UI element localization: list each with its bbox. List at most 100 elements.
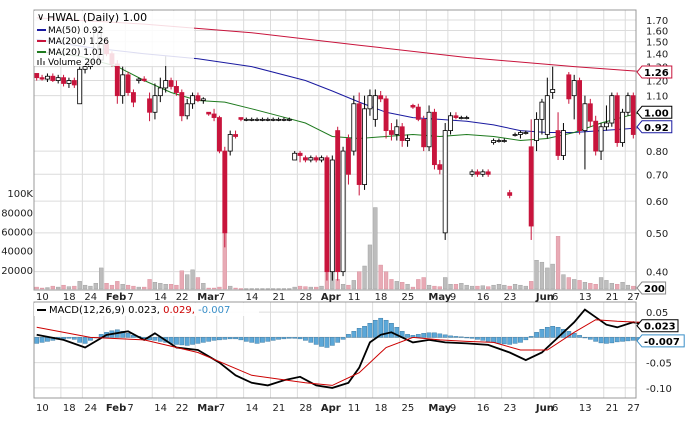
x-tick-label-top: Jun [535, 292, 554, 303]
macd-histogram-bar [217, 337, 222, 341]
macd-histogram-bar [432, 332, 437, 338]
candle-body [168, 80, 174, 87]
candle-body [335, 130, 341, 273]
macd-legend-hist-value: -0.007 [198, 305, 230, 316]
volume-bar [260, 288, 265, 290]
candle-body [582, 103, 588, 131]
candle-body [491, 140, 497, 143]
x-tick-label-top: 28 [299, 292, 312, 303]
candle-body [206, 111, 212, 115]
price-tick-label: 0.80 [646, 147, 668, 158]
ma20-legend-label: MA(20) 1.01 [48, 48, 103, 58]
volume-last-tag-text: 200 [644, 284, 665, 295]
price-tick-label: 1.40 [646, 50, 668, 61]
volume-bar [443, 277, 448, 290]
macd-histogram-bar [351, 331, 357, 338]
volume-bar [448, 284, 453, 290]
volume-bar [211, 287, 217, 290]
volume-bar [109, 284, 115, 290]
macd-histogram-bar [523, 337, 529, 341]
volume-bar [238, 288, 244, 290]
macd-legend-signal-value: 0.029, [163, 305, 195, 316]
price-tick-label: 0.40 [646, 268, 668, 279]
macd-histogram-bar [71, 337, 77, 340]
candle-body [437, 164, 443, 170]
candle-body [173, 86, 179, 93]
volume-bar [56, 286, 61, 290]
price-tick-label: 1.20 [646, 77, 668, 88]
candle-body [399, 126, 405, 141]
candle-body [528, 146, 534, 227]
x-tick-label-top: 22 [176, 292, 189, 303]
candle-body [141, 78, 147, 81]
candle-body [555, 130, 561, 156]
macd-histogram-bar [383, 319, 389, 338]
macd-last-tag: 0.023 [636, 319, 679, 333]
volume-bar [405, 284, 410, 290]
macd-histogram-bar [582, 337, 588, 339]
x-tick-label-top: 27 [627, 292, 640, 303]
candle-body [571, 80, 577, 97]
macd-histogram-bar [195, 337, 201, 344]
x-tick-label-bottom: 27 [627, 403, 640, 414]
candle-body [625, 95, 631, 113]
macd-histogram-bar [356, 328, 362, 338]
volume-bar [228, 285, 233, 290]
volume-bar [453, 284, 459, 290]
macd-histogram-bar [464, 337, 470, 339]
volume-bar [217, 286, 222, 290]
volume-bar [276, 288, 281, 290]
macd-histogram-bar [308, 337, 314, 343]
price-tick-label: 1.10 [646, 92, 668, 103]
candle-body [566, 74, 572, 100]
volume-bar [534, 260, 539, 290]
volume-bar [512, 284, 518, 290]
candle-body [163, 80, 169, 89]
volume-bar [496, 284, 502, 290]
candle-body [614, 95, 620, 143]
volume-bar [486, 286, 491, 290]
x-tick-label-top: 23 [504, 292, 517, 303]
macd-histogram-bar [233, 337, 238, 340]
price-panel-frame [33, 9, 637, 291]
x-tick-label-bottom: 11 [348, 403, 361, 414]
volume-bar [507, 285, 512, 290]
macd-histogram-bar [426, 332, 432, 338]
candle-body [233, 134, 239, 137]
x-tick-label-bottom: 25 [402, 403, 415, 414]
macd-histogram-bar [281, 337, 287, 340]
candle-body [523, 132, 529, 134]
x-tick-label-top: 21 [606, 292, 619, 303]
macd-histogram-bar [303, 337, 308, 341]
volume-bar [389, 279, 394, 290]
volume-bar [383, 271, 389, 290]
macd-last-tag-text: 0.023 [644, 322, 676, 333]
x-tick-label-bottom: 7 [219, 403, 225, 414]
macd-histogram-bar [598, 337, 604, 344]
x-tick-label-bottom: 13 [579, 403, 592, 414]
volume-bar [297, 285, 303, 290]
candle-body [539, 101, 545, 120]
macd-histogram-bar [206, 337, 212, 342]
volume-bar [115, 281, 120, 290]
macd-panel-frame [33, 301, 637, 399]
volume-bar [39, 287, 45, 290]
macd-histogram-bar [34, 337, 40, 344]
candle-body [265, 118, 271, 121]
macd-histogram-bar [184, 337, 190, 346]
volume-bar [362, 265, 367, 290]
volume-bar [561, 274, 566, 290]
macd-histogram-bar [190, 337, 195, 345]
volume-bar [163, 284, 168, 290]
candle-body [136, 78, 142, 81]
candle-body [367, 95, 373, 110]
volume-bar [346, 284, 351, 290]
volume-bar [147, 279, 152, 290]
volume-bar [502, 284, 507, 290]
volume-bar [572, 279, 577, 290]
candle-body [410, 105, 416, 108]
candle-body [292, 152, 298, 161]
macd-histogram-bar [458, 336, 464, 338]
